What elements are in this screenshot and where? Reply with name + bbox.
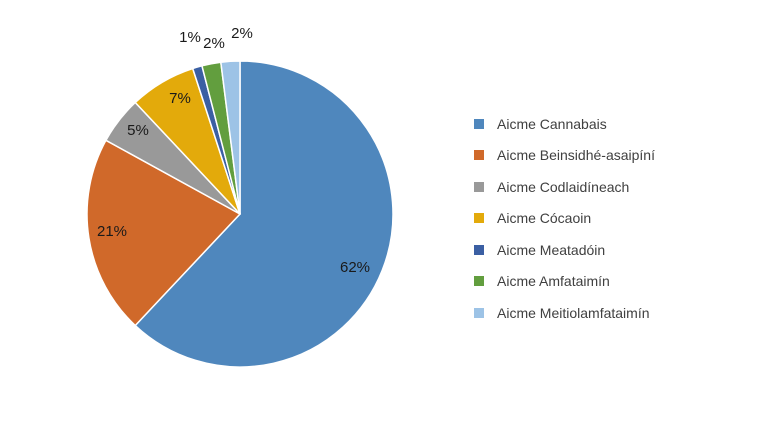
legend-swatch [474,181,484,192]
data-label-aicme-cannabais: 62% [340,259,370,276]
legend-label: Aicme Cócaoin [497,210,592,227]
legend-swatch [474,307,484,318]
legend-swatch [474,276,484,287]
legend-swatch [474,244,484,255]
data-label-aicme-meatadoin: 1% [179,29,201,46]
pie-slice-aicme-meitiolamfataimin [220,60,241,215]
legend-item-aicme-codlaidineach: Aicme Codlaidíneach [474,171,774,203]
legend-item-aicme-beinsidhe-asaipini: Aicme Beinsidhé-asaipíní [474,140,774,172]
legend-label: Aicme Codlaidíneach [497,178,630,195]
pie-data-labels: 62%21%5%7%1% 2%2% [97,25,370,276]
legend-item-aicme-meitiolamfataimin: Aicme Meitiolamfataimín [474,297,774,329]
chart-legend: Aicme Cannabais Aicme Beinsidhé-asaipíní A… [474,108,774,329]
legend-item-aicme-amfataimin: Aicme Amfataimín [474,266,774,298]
legend-label: Aicme Cannabais [497,115,607,132]
data-label-aicme-cocaoin: 7% [169,90,191,107]
legend-swatch [474,150,484,161]
data-label-aicme-beinsidhe-asaipini: 21% [97,223,127,240]
pie-slice-aicme-cannabais [134,60,394,368]
legend-item-aicme-meatadoin: Aicme Meatadóin [474,234,774,266]
pie-slice-aicme-beinsidhe-asaipini [86,139,241,327]
legend-swatch [474,118,484,129]
legend-label: Aicme Meitiolamfataimín [497,304,650,321]
data-label-aicme-meitiolamfataimin: 2% [231,25,253,42]
legend-swatch [474,213,484,224]
legend-label: Aicme Meatadóin [497,241,606,258]
legend-item-aicme-cocaoin: Aicme Cócaoin [474,203,774,235]
pie-slices [86,60,394,368]
legend-label: Aicme Beinsidhé-asaipíní [497,147,655,164]
legend-item-aicme-cannabais: Aicme Cannabais [474,108,774,140]
legend-label: Aicme Amfataimín [497,273,610,290]
data-label-aicme-amfataimin: 2% [203,35,225,52]
data-label-aicme-codlaidineach: 5% [127,122,149,139]
